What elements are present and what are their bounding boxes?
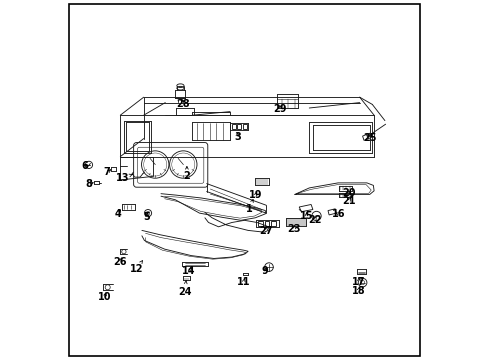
Text: 20: 20 — [341, 188, 355, 198]
Text: 27: 27 — [259, 226, 272, 236]
Text: 9: 9 — [261, 266, 267, 276]
Text: 13: 13 — [116, 173, 132, 183]
Text: 19: 19 — [248, 190, 262, 200]
Text: 3: 3 — [233, 132, 240, 142]
Text: 10: 10 — [98, 292, 111, 302]
Bar — [237, 124, 241, 129]
Text: 17: 17 — [351, 276, 365, 287]
Text: 21: 21 — [341, 196, 355, 206]
Text: 26: 26 — [113, 257, 127, 267]
Text: 6: 6 — [81, 161, 87, 171]
Text: 7: 7 — [103, 167, 110, 177]
Text: 28: 28 — [176, 99, 190, 109]
Text: 4: 4 — [114, 209, 121, 219]
Text: 11: 11 — [237, 276, 250, 287]
Bar — [231, 124, 235, 129]
Text: 16: 16 — [331, 209, 345, 219]
Text: 1: 1 — [245, 199, 253, 214]
Text: 15: 15 — [299, 211, 312, 221]
Text: 18: 18 — [351, 286, 365, 296]
Text: 2: 2 — [183, 166, 190, 181]
Text: 12: 12 — [129, 261, 143, 274]
Bar — [270, 221, 275, 226]
Text: 29: 29 — [272, 104, 286, 114]
Text: 24: 24 — [178, 281, 191, 297]
Text: 5: 5 — [143, 212, 150, 222]
Bar — [242, 124, 246, 129]
Bar — [258, 221, 263, 226]
Bar — [264, 221, 269, 226]
Text: 23: 23 — [287, 224, 300, 234]
Text: 8: 8 — [85, 179, 93, 189]
Text: 22: 22 — [307, 215, 321, 225]
Text: 14: 14 — [182, 266, 195, 276]
Text: 25: 25 — [362, 133, 376, 143]
